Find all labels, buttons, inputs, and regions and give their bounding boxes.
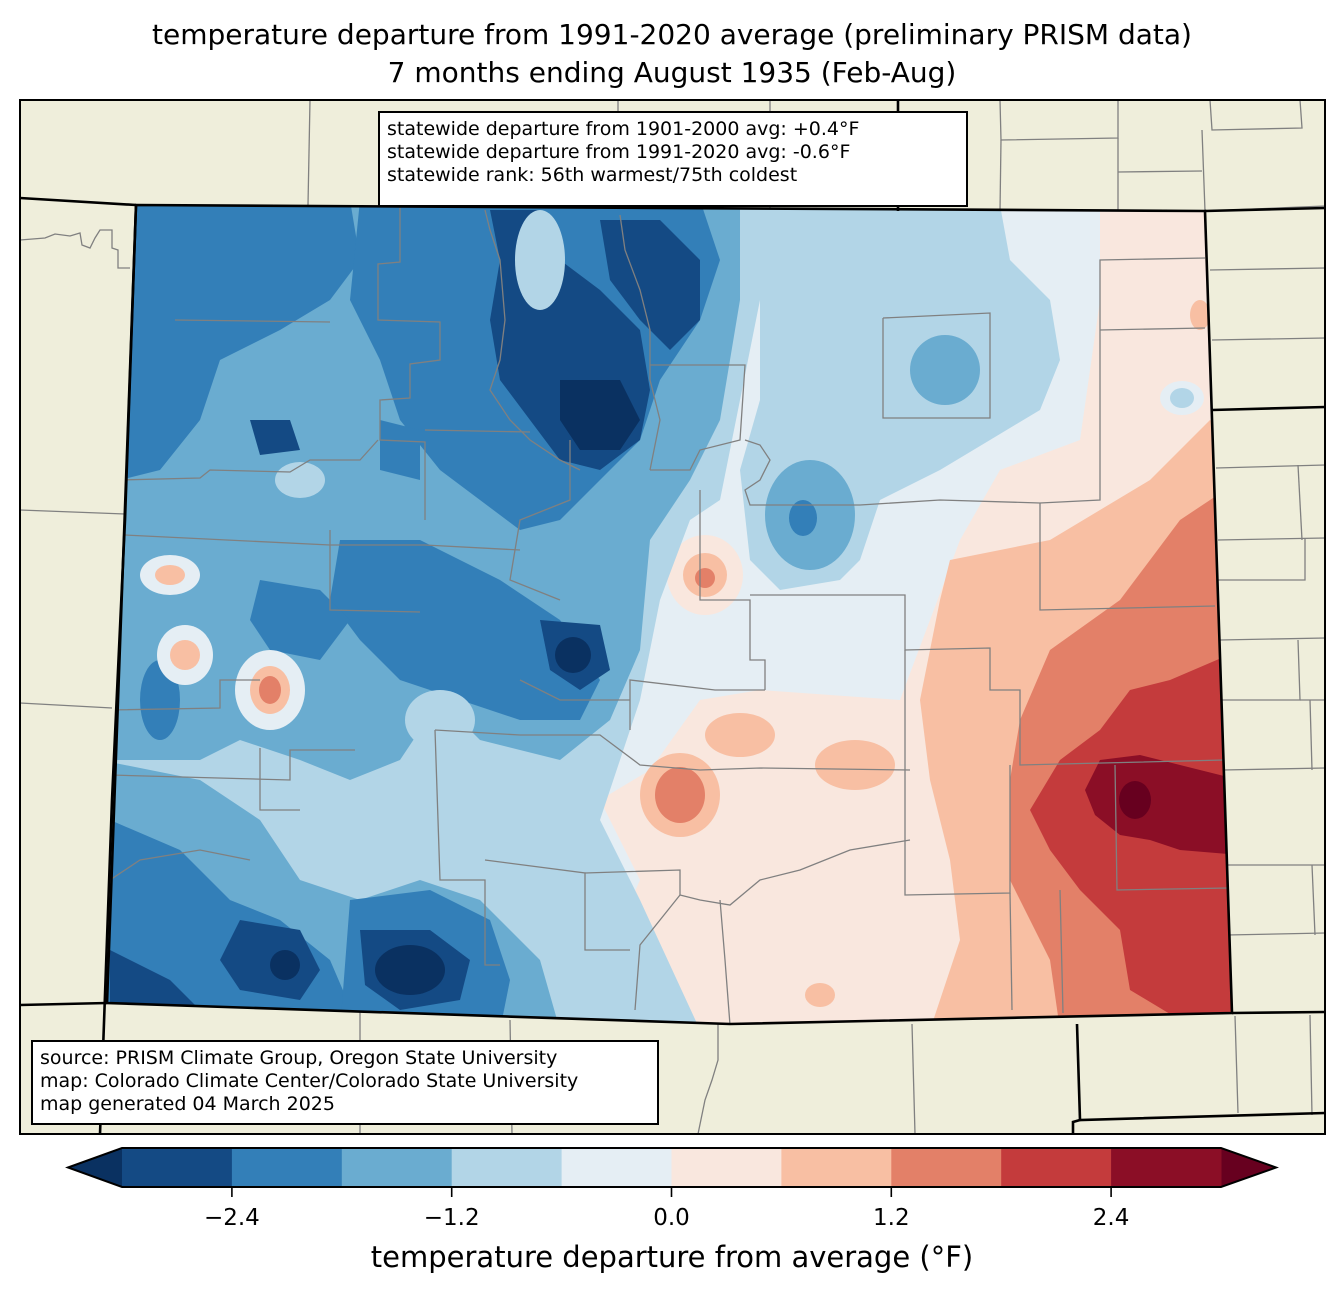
colorbar-over-arrow	[1221, 1148, 1276, 1187]
colorbar-tick-label: 1.2	[873, 1205, 910, 1231]
colorado-border	[105, 203, 1234, 1026]
map-title: temperature departure from 1991-2020 ave…	[152, 18, 1192, 51]
colorbar-tick-label: 0.0	[653, 1205, 690, 1231]
contour-warm-1.8-2.4	[1030, 650, 1232, 1024]
map-subtitle: 7 months ending August 1935 (Feb-Aug)	[387, 56, 957, 89]
colorbar-under-arrow	[68, 1148, 122, 1187]
contour-warm-2.4-3.0	[1085, 755, 1232, 855]
colorbar-segment	[561, 1148, 672, 1187]
credits-generated-date: map generated 04 March 2025	[40, 1093, 335, 1115]
credits-box: source: PRISM Climate Group, Oregon Stat…	[31, 1040, 659, 1125]
colorbar-segment	[231, 1148, 343, 1187]
colorbar-segment	[122, 1148, 233, 1187]
statewide-stats-box: statewide departure from 1901-2000 avg: …	[378, 111, 968, 207]
colorbar-tick-label: −1.2	[423, 1205, 480, 1231]
colorbar-segment	[891, 1148, 1002, 1187]
colorbar	[65, 1147, 1279, 1197]
colorbar-segment	[451, 1148, 563, 1187]
colorbar-outline	[65, 1147, 1279, 1188]
colorbar-segment	[1001, 1148, 1112, 1187]
colorbar-label: temperature departure from average (°F)	[370, 1240, 974, 1274]
colorbar-segment	[671, 1148, 782, 1187]
colorado-county-lines	[109, 208, 1229, 1024]
temperature-field	[107, 205, 1232, 1024]
colorbar-tick-label: 2.4	[1092, 1205, 1130, 1231]
colorbar-segment	[1111, 1148, 1222, 1187]
stats-line-1901-2000: statewide departure from 1901-2000 avg: …	[387, 118, 860, 140]
credits-source: source: PRISM Climate Group, Oregon Stat…	[40, 1047, 558, 1069]
colorbar-tick-label: −2.4	[203, 1205, 260, 1231]
stats-line-1991-2020: statewide departure from 1991-2020 avg: …	[387, 141, 851, 163]
colorbar-segment	[781, 1148, 892, 1187]
colorbar-segment	[341, 1148, 453, 1187]
contour-warm-over-3	[1119, 781, 1151, 819]
stats-line-rank: statewide rank: 56th warmest/75th coldes…	[387, 164, 798, 186]
credits-map-author: map: Colorado Climate Center/Colorado St…	[40, 1070, 579, 1092]
contour-cool-dark	[107, 205, 360, 480]
map-frame	[19, 99, 1326, 1135]
